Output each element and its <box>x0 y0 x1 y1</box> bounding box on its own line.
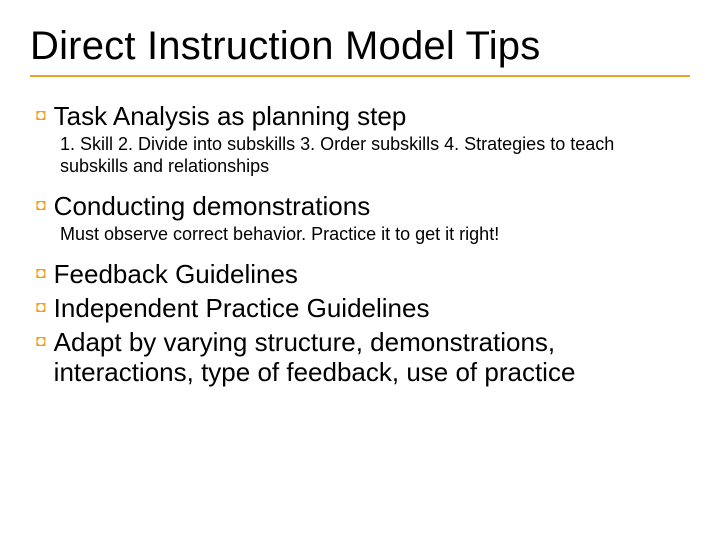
bullet-main-text: Adapt by varying structure, demonstratio… <box>54 327 654 387</box>
bullet-sub-text: Must observe correct behavior. Practice … <box>60 223 660 245</box>
bullet-sub-text: 1. Skill 2. Divide into subskills 3. Ord… <box>60 133 660 177</box>
list-item: ◘ Conducting demonstrations Must observe… <box>36 191 690 245</box>
bullet-icon: ◘ <box>36 293 46 323</box>
bullet-icon: ◘ <box>36 327 46 357</box>
bullet-main-text: Task Analysis as planning step <box>54 101 407 131</box>
slide-title: Direct Instruction Model Tips <box>30 24 690 69</box>
title-underline <box>30 75 690 77</box>
list-item: ◘ Adapt by varying structure, demonstrat… <box>36 327 690 387</box>
list-item: ◘ Feedback Guidelines <box>36 259 690 289</box>
bullet-icon: ◘ <box>36 101 46 131</box>
list-item: ◘ Task Analysis as planning step 1. Skil… <box>36 101 690 177</box>
bullet-main-text: Conducting demonstrations <box>54 191 371 221</box>
bullet-list: ◘ Task Analysis as planning step 1. Skil… <box>36 101 690 387</box>
bullet-main-text: Independent Practice Guidelines <box>54 293 430 323</box>
bullet-icon: ◘ <box>36 191 46 221</box>
bullet-icon: ◘ <box>36 259 46 289</box>
slide: Direct Instruction Model Tips ◘ Task Ana… <box>0 0 720 540</box>
list-item: ◘ Independent Practice Guidelines <box>36 293 690 323</box>
bullet-main-text: Feedback Guidelines <box>54 259 298 289</box>
